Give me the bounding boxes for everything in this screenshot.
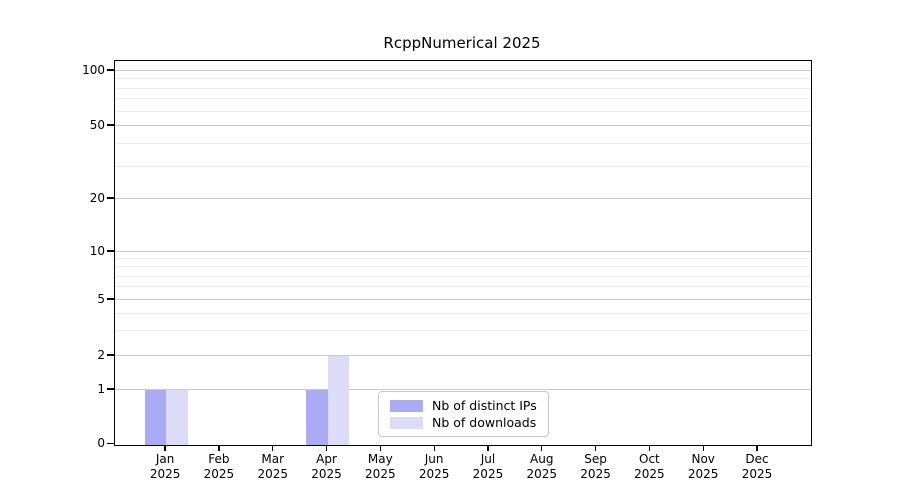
minor-gridline [115,143,811,144]
x-tick-label-dec: Dec 2025 [741,452,773,481]
minor-gridline [115,330,811,331]
x-tick-label-sep: Sep 2025 [580,452,611,481]
legend-entry: Nb of distinct IPs [390,397,548,413]
major-gridline [115,299,811,300]
y-tick-label: 2 [97,347,105,362]
minor-gridline [115,258,811,259]
legend: Nb of distinct IPs Nb of downloads [378,391,549,437]
minor-gridline [115,313,811,314]
y-tick [106,250,114,252]
x-tick-label-mar: Mar 2025 [257,452,288,481]
y-tick-label: 1 [97,381,105,396]
x-tick [702,445,704,451]
y-tick [106,197,114,199]
minor-gridline [115,78,811,79]
x-tick-label-may: May 2025 [365,452,396,481]
y-tick [106,69,114,71]
x-tick [218,445,220,451]
x-tick [487,445,489,451]
y-tick [106,354,114,356]
minor-gridline [115,166,811,167]
legend-label: Nb of downloads [432,414,537,430]
minor-gridline [115,276,811,277]
x-tick [648,445,651,451]
chart-title: RcppNumerical 2025 [383,34,541,52]
x-tick [433,445,435,451]
y-tick-label: 10 [89,243,105,258]
y-tick-label: 5 [97,291,105,306]
x-tick [756,445,758,451]
x-tick [541,445,543,451]
legend-label: Nb of distinct IPs [432,397,537,413]
y-tick [106,388,114,390]
y-tick [106,124,114,126]
x-tick [164,445,166,451]
major-gridline [115,70,811,71]
major-gridline [115,198,811,199]
y-tick-label: 20 [89,190,105,205]
minor-gridline [115,266,811,267]
minor-gridline [115,98,811,99]
plot-area [114,60,812,446]
major-gridline [115,251,811,252]
x-tick-label-apr: Apr 2025 [311,452,342,481]
x-tick-label-jan: Jan 2025 [149,452,181,481]
x-tick [594,445,597,451]
legend-swatch-distinct-ips [390,399,423,412]
x-tick [272,445,274,451]
minor-gridline [115,110,811,112]
y-tick [106,442,114,445]
x-tick-label-nov: Nov 2025 [687,452,719,481]
bar-jan-downloads [166,390,188,445]
legend-entry: Nb of downloads [390,414,548,430]
x-tick [379,445,381,451]
major-gridline [115,389,811,390]
y-tick-label: 50 [89,117,105,132]
x-tick-label-feb: Feb 2025 [203,452,235,481]
x-tick-label-oct: Oct 2025 [634,452,665,481]
bar-apr-distinct-ips [306,390,328,445]
minor-gridline [115,88,811,89]
y-tick [106,298,114,300]
x-tick-label-jun: Jun 2025 [418,452,450,481]
minor-gridline [115,286,811,287]
y-tick-label: 100 [82,62,105,77]
x-tick-label-jul: Jul 2025 [472,452,504,481]
y-tick-label: 0 [97,436,105,450]
legend-swatch-downloads [390,416,423,429]
major-gridline [115,355,811,356]
x-tick-label-aug: Aug 2025 [526,452,558,481]
x-tick [325,445,328,451]
bar-apr-downloads [327,356,350,445]
major-gridline [115,125,811,126]
bar-jan-distinct-ips [144,390,167,445]
